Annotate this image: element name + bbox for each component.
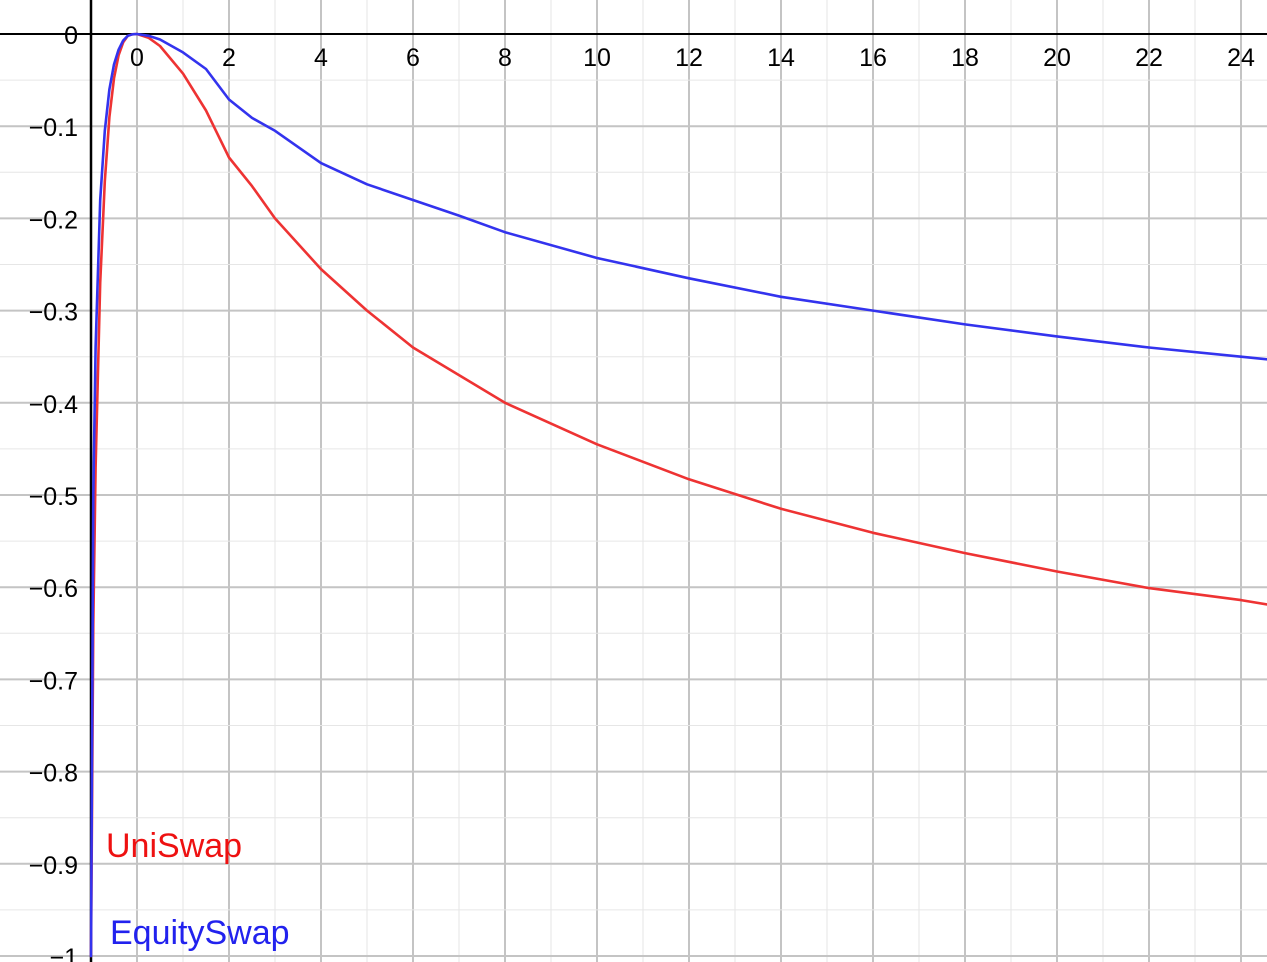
x-tick-labels: 0 2 4 6 8 10 12 14 16 18 20 22 24: [130, 44, 1255, 72]
x-tick-label: 6: [406, 44, 420, 72]
x-tick-label: 16: [859, 44, 887, 72]
y-tick-label: −0.3: [29, 299, 78, 327]
series-lines: [89, 32, 1267, 958]
y-tick-label: 0: [64, 22, 78, 50]
x-tick-label: 20: [1043, 44, 1071, 72]
y-tick-label: −0.7: [29, 667, 78, 695]
x-tick-label: 14: [767, 44, 795, 72]
x-tick-label: 2: [222, 44, 236, 72]
y-tick-label: −0.9: [29, 852, 78, 880]
y-tick-label: −0.6: [29, 575, 78, 603]
series-line-uniswap: [89, 32, 1267, 958]
series-line-equityswap: [89, 32, 1267, 958]
legend-label-uniswap: UniSwap: [106, 827, 242, 865]
x-tick-label: 24: [1227, 44, 1255, 72]
y-tick-label: −0.8: [29, 760, 78, 788]
y-tick-label: −1: [49, 944, 78, 962]
y-tick-label: −0.1: [29, 114, 78, 142]
x-tick-label: 12: [675, 44, 703, 72]
x-tick-label: 18: [951, 44, 979, 72]
y-tick-label: −0.2: [29, 206, 78, 234]
y-tick-labels: 0 −0.1 −0.2 −0.3 −0.4 −0.5 −0.6 −0.7 −0.8 −0.9 −1: [29, 22, 78, 962]
legend-label-equityswap: EquitySwap: [110, 914, 290, 952]
legend: UniSwap EquitySwap: [106, 827, 290, 952]
y-tick-label: −0.5: [29, 483, 78, 511]
x-tick-label: 0: [130, 44, 144, 72]
x-tick-label: 22: [1135, 44, 1163, 72]
x-tick-label: 4: [314, 44, 328, 72]
y-tick-label: −0.4: [29, 391, 78, 419]
x-tick-label: 8: [498, 44, 512, 72]
x-tick-label: 10: [583, 44, 611, 72]
